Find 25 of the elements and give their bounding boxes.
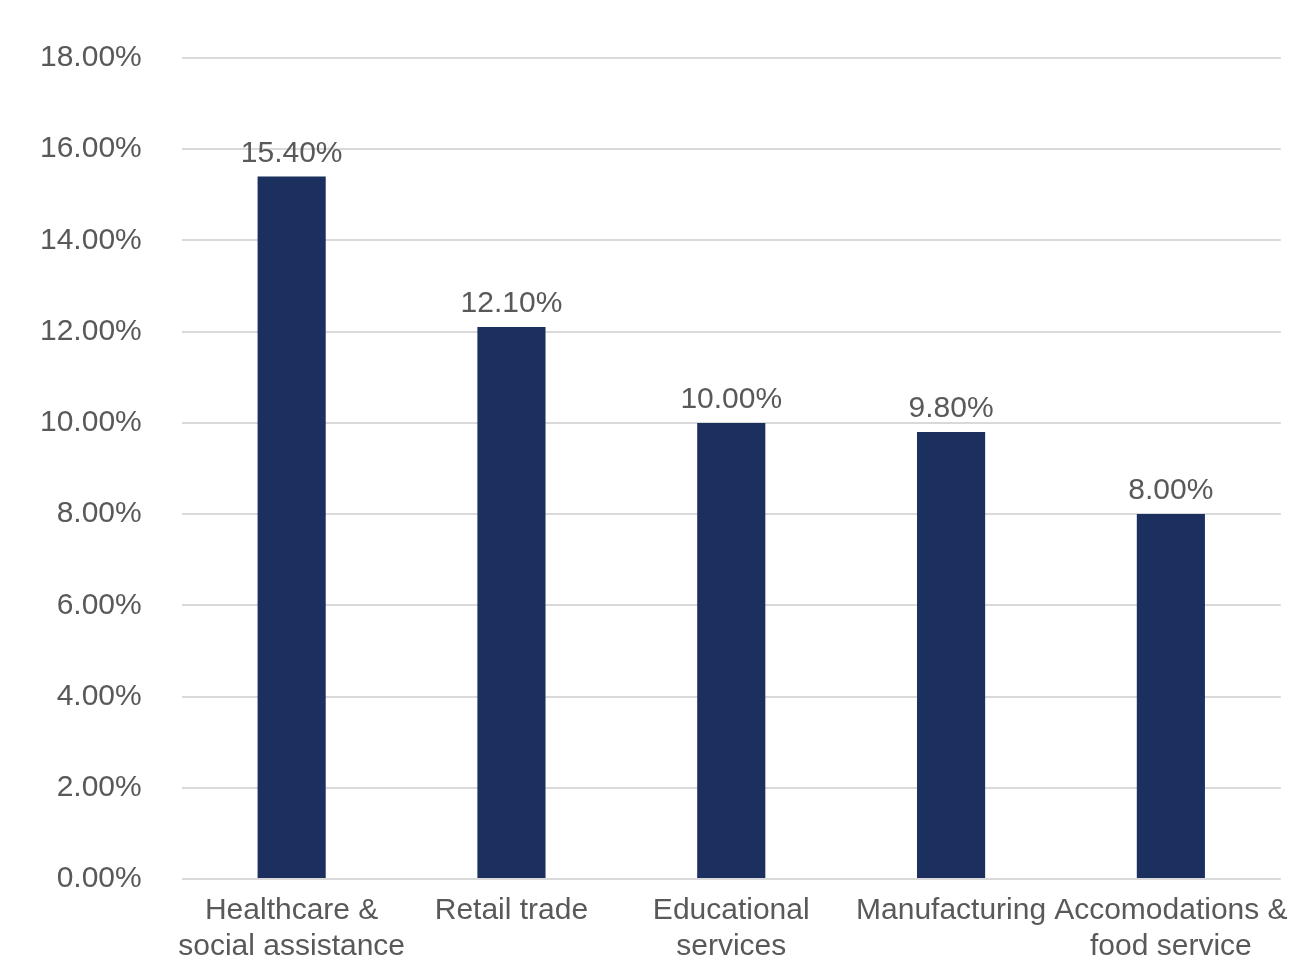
y-tick-label: 4.00% — [56, 677, 142, 711]
x-tick-label: Healthcare & social assistance — [178, 892, 406, 962]
data-label: 10.00% — [680, 381, 783, 415]
data-label: 9.80% — [908, 390, 994, 424]
y-tick-label: 12.00% — [40, 312, 142, 346]
y-tick-label: 8.00% — [56, 495, 142, 529]
x-tick-label: Accomodations & food service — [1054, 892, 1288, 962]
data-label: 8.00% — [1128, 472, 1214, 506]
bar — [917, 432, 986, 878]
x-tick-label: Educational services — [652, 892, 810, 962]
x-tick-label: Retail trade — [434, 892, 589, 926]
y-tick-label: 18.00% — [40, 39, 142, 73]
x-tick-label: Manufacturing — [856, 892, 1047, 926]
y-tick-label: 6.00% — [56, 586, 142, 620]
y-tick-label: 0.00% — [56, 860, 142, 894]
data-label: 15.40% — [240, 134, 343, 168]
bar — [1136, 514, 1205, 878]
y-tick-label: 2.00% — [56, 769, 142, 803]
y-tick-label: 10.00% — [40, 404, 142, 438]
bar — [697, 422, 766, 878]
bar — [257, 176, 326, 878]
y-tick-label: 14.00% — [40, 221, 142, 255]
bar — [477, 327, 546, 878]
y-tick-label: 16.00% — [40, 130, 142, 164]
data-label: 12.10% — [460, 285, 563, 319]
